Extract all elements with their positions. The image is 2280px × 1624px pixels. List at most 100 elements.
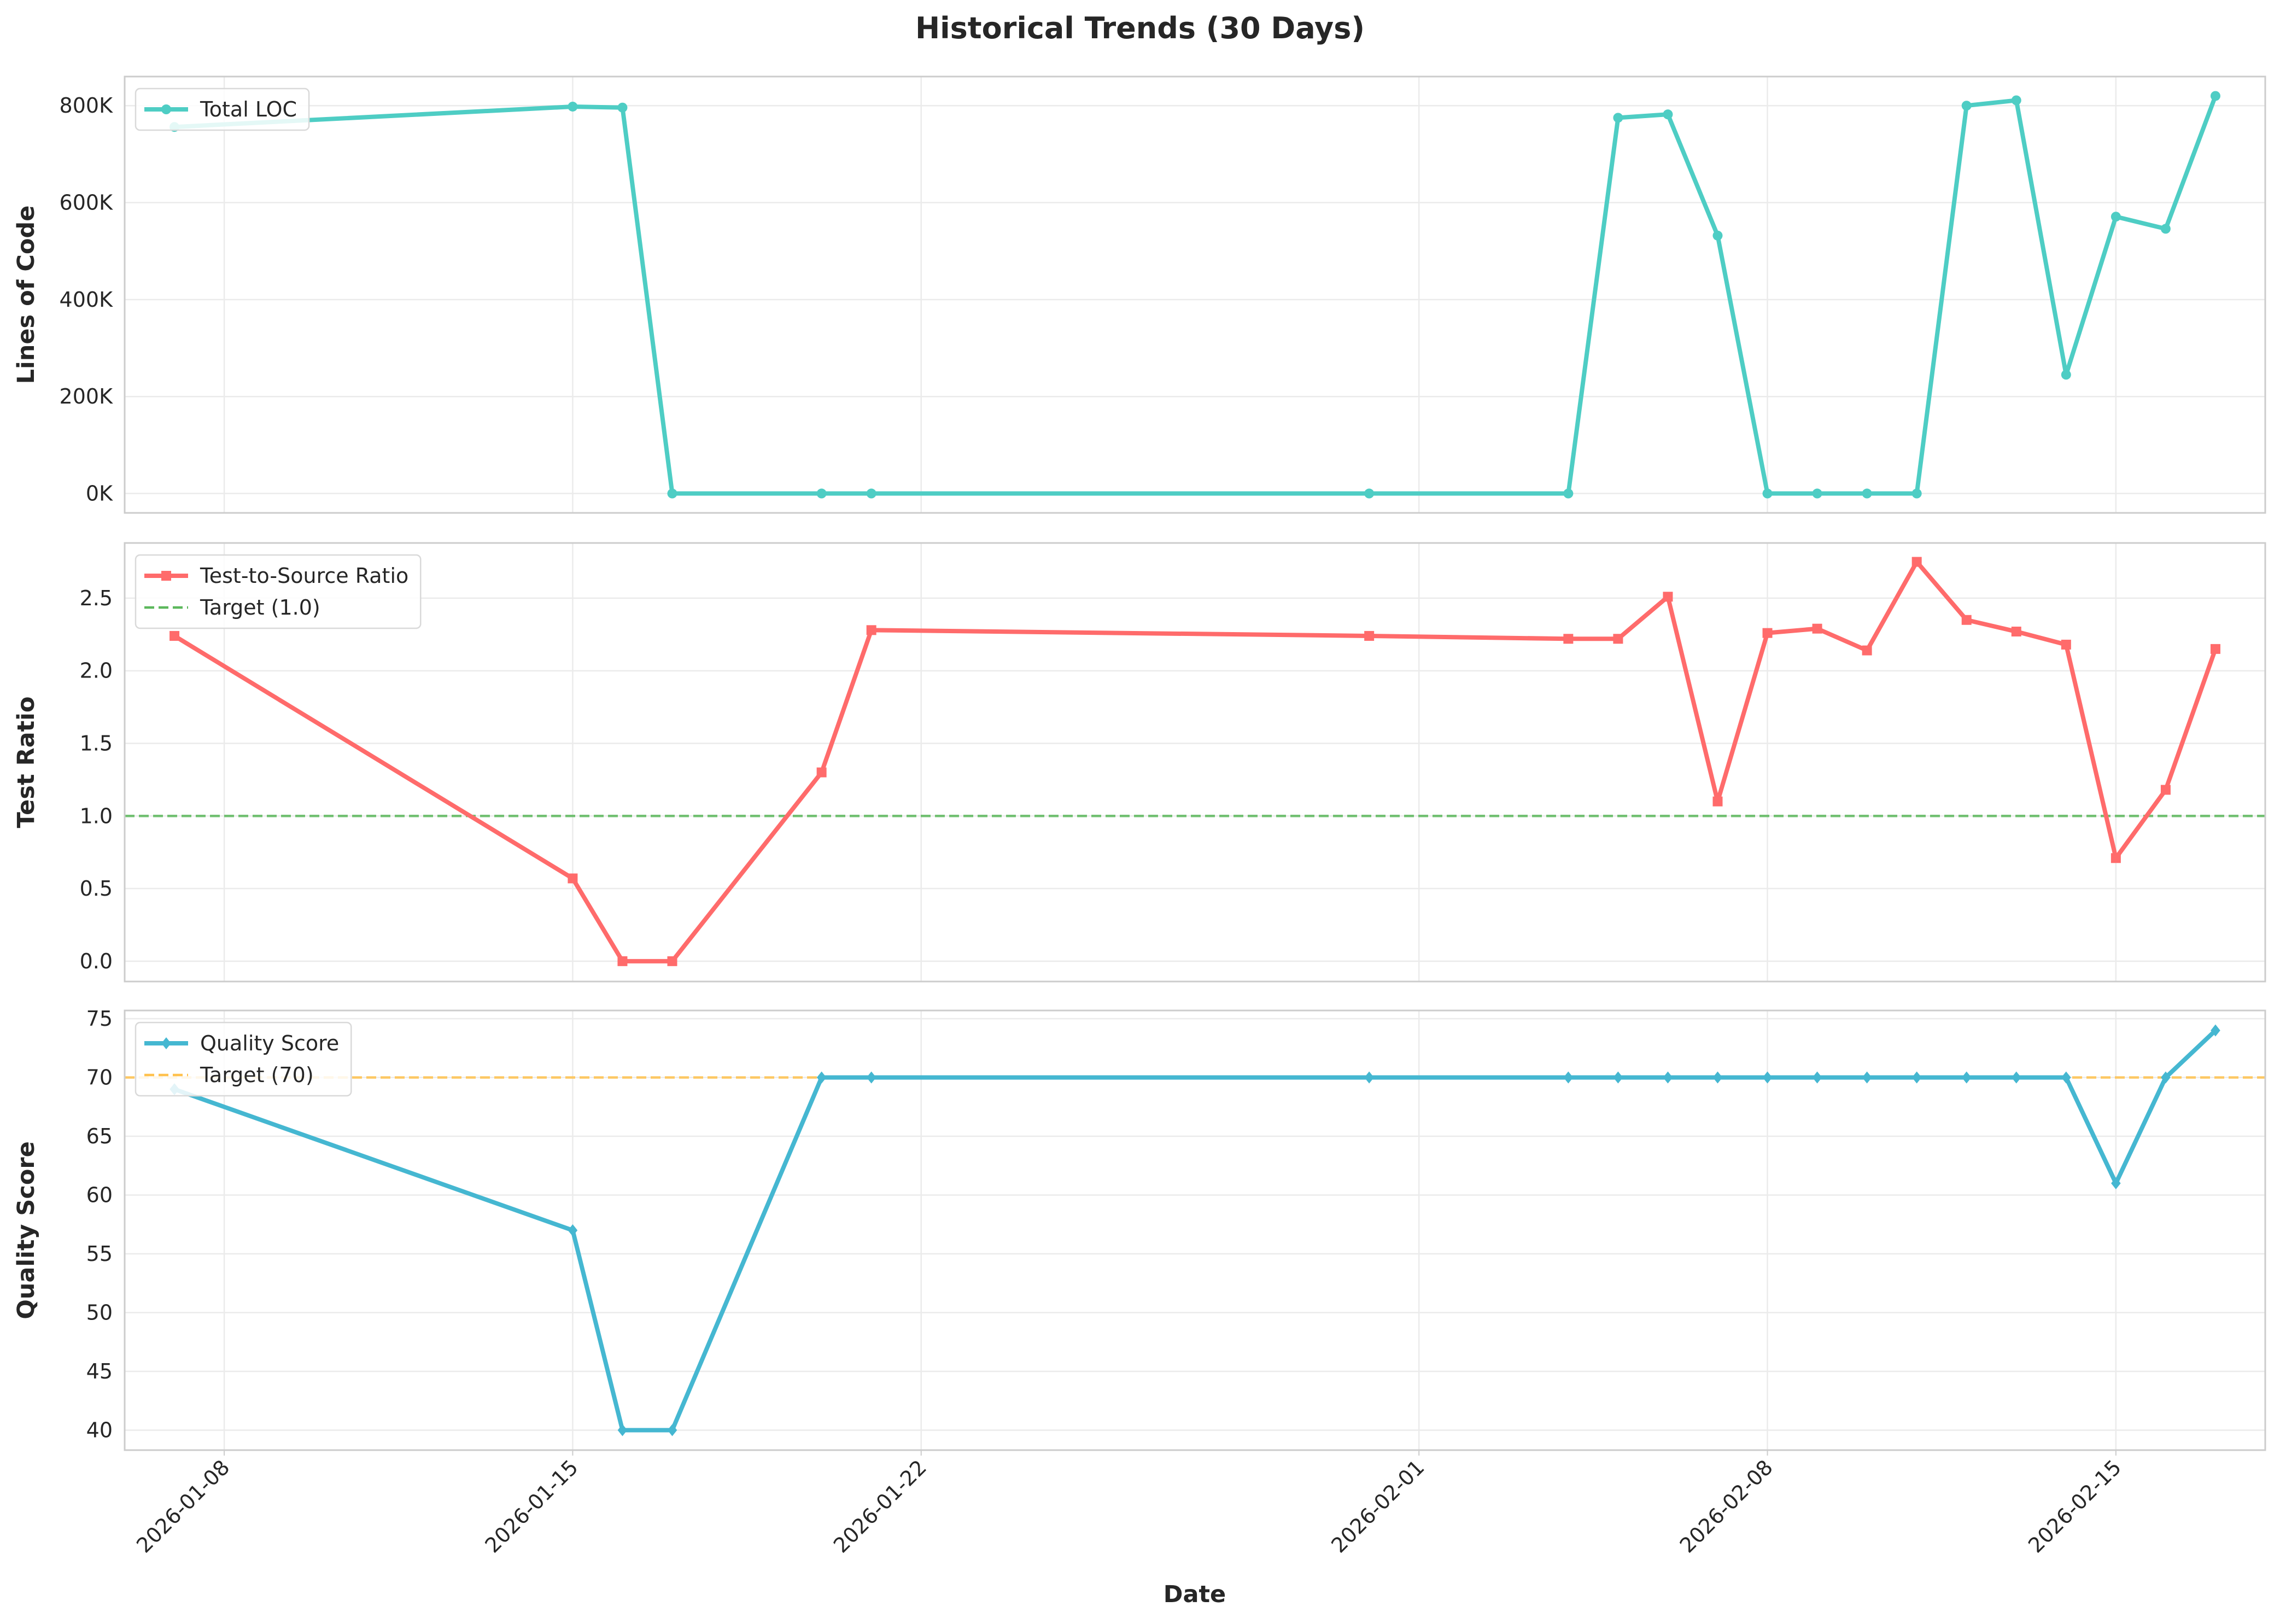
x-tick-label: 2026-02-01 xyxy=(1326,1455,1429,1557)
data-point xyxy=(2061,1071,2071,1084)
y-tick-label: 0K xyxy=(86,482,113,506)
x-tick-label: 2026-01-22 xyxy=(829,1455,931,1557)
data-point xyxy=(617,956,628,966)
data-point xyxy=(866,1071,876,1084)
data-point xyxy=(1812,1071,1822,1084)
legend-label: Target (1.0) xyxy=(200,595,320,620)
data-point xyxy=(1862,488,1872,499)
y-tick-label: 2.5 xyxy=(80,586,113,610)
data-point xyxy=(1663,1071,1673,1084)
legend-marker xyxy=(161,1037,171,1049)
data-point xyxy=(1862,1071,1872,1084)
data-point xyxy=(816,767,827,778)
y-tick-label: 50 xyxy=(86,1300,113,1324)
legend-box xyxy=(135,87,310,131)
y-tick-label: 60 xyxy=(86,1183,113,1207)
data-point xyxy=(667,488,677,499)
y-axis-label: Quality Score xyxy=(13,1141,40,1319)
data-point xyxy=(1364,630,1375,641)
y-axis-label: Lines of Code xyxy=(13,206,40,384)
y-tick-label: 1.5 xyxy=(80,731,113,755)
y-tick-label: 0.5 xyxy=(80,877,113,901)
data-point xyxy=(617,102,628,113)
panel-1: 0K 200K 400K 600K 800K Lines of Code Total LOC xyxy=(13,75,2266,514)
y-tick-label: 400K xyxy=(60,288,114,312)
x-tick-label: 2026-01-08 xyxy=(132,1455,234,1557)
data-point xyxy=(568,101,578,112)
data-point xyxy=(667,1424,677,1436)
plot-frame xyxy=(124,75,2266,514)
legend: Total LOC xyxy=(135,87,310,131)
data-point xyxy=(1364,488,1375,499)
data-point xyxy=(2061,370,2071,380)
data-point xyxy=(1663,592,1673,602)
data-point xyxy=(1712,230,1723,241)
chart-panels: 0K 200K 400K 600K 800K Lines of Code Total LOC… xyxy=(13,75,2266,1558)
data-point xyxy=(1911,557,1922,567)
data-point xyxy=(866,625,876,635)
x-tick-label: 2026-02-08 xyxy=(1675,1455,1778,1557)
data-point xyxy=(1762,488,1773,499)
data-point xyxy=(1712,1071,1723,1084)
data-point xyxy=(1712,796,1723,807)
y-tick-label: 0.0 xyxy=(80,949,113,973)
legend-marker xyxy=(161,571,171,581)
series-line xyxy=(173,1029,2217,1433)
data-point xyxy=(2011,626,2021,636)
data-point xyxy=(1563,634,1574,644)
chart-title: Historical Trends (30 Days) xyxy=(915,11,1365,45)
y-tick-label: 75 xyxy=(86,1007,113,1031)
data-point xyxy=(2011,95,2021,106)
legend-box xyxy=(135,1021,352,1097)
series-line xyxy=(174,95,2218,496)
legend-label: Test-to-Source Ratio xyxy=(200,564,408,588)
data-point xyxy=(1613,1071,1623,1084)
data-point xyxy=(1563,488,1574,499)
data-point xyxy=(2111,212,2121,222)
y-tick-label: 65 xyxy=(86,1124,113,1148)
data-point xyxy=(2211,1024,2220,1037)
x-tick-label: 2026-02-15 xyxy=(2024,1455,2126,1557)
y-tick-label: 55 xyxy=(86,1242,113,1266)
data-point xyxy=(1663,109,1673,120)
data-point xyxy=(2111,1177,2121,1190)
legend-label: Target (70) xyxy=(200,1063,314,1087)
y-tick-label: 40 xyxy=(86,1418,113,1442)
data-point xyxy=(2011,1071,2021,1084)
data-point xyxy=(2111,853,2121,863)
data-point xyxy=(568,873,578,884)
data-point xyxy=(1961,101,1972,111)
y-tick-label: 800K xyxy=(60,94,114,118)
data-point xyxy=(2210,91,2220,101)
data-point xyxy=(1563,1071,1574,1084)
panel-2: 0.0 0.5 1.0 1.5 2.0 2.5 Test Ratio Test-to-Sour… xyxy=(13,542,2266,983)
legend-label: Total LOC xyxy=(200,97,297,121)
plot-frame xyxy=(124,542,2266,983)
y-tick-label: 600K xyxy=(60,191,114,215)
data-point xyxy=(816,1071,827,1084)
data-point xyxy=(568,1224,578,1236)
data-point xyxy=(1911,488,1922,499)
data-point xyxy=(1762,1071,1773,1084)
data-point xyxy=(617,1424,628,1436)
x-axis-ticks: 2026-01-08 2026-01-15 2026-01-22 2026-02-01… xyxy=(132,1450,2126,1558)
series-line xyxy=(173,559,2218,963)
y-tick-label: 45 xyxy=(86,1359,113,1383)
data-point xyxy=(2160,224,2171,234)
y-tick-label: 200K xyxy=(60,384,114,408)
x-axis-label: Date xyxy=(1164,1581,1226,1608)
plot-frame xyxy=(124,1009,2266,1451)
y-axis-label: Test Ratio xyxy=(13,697,40,828)
series-1 xyxy=(169,91,2220,499)
y-tick-label: 1.0 xyxy=(80,804,113,828)
legend: Test-to-Source Ratio Target (1.0) xyxy=(135,554,422,629)
data-point xyxy=(2160,785,2171,795)
data-point xyxy=(1961,615,1972,625)
series-1 xyxy=(169,1024,2220,1436)
legend-box xyxy=(135,554,422,629)
data-point xyxy=(2210,644,2220,654)
data-point xyxy=(1961,1071,1972,1084)
data-point xyxy=(1762,628,1773,638)
legend: Quality Score Target (70) xyxy=(135,1021,352,1097)
